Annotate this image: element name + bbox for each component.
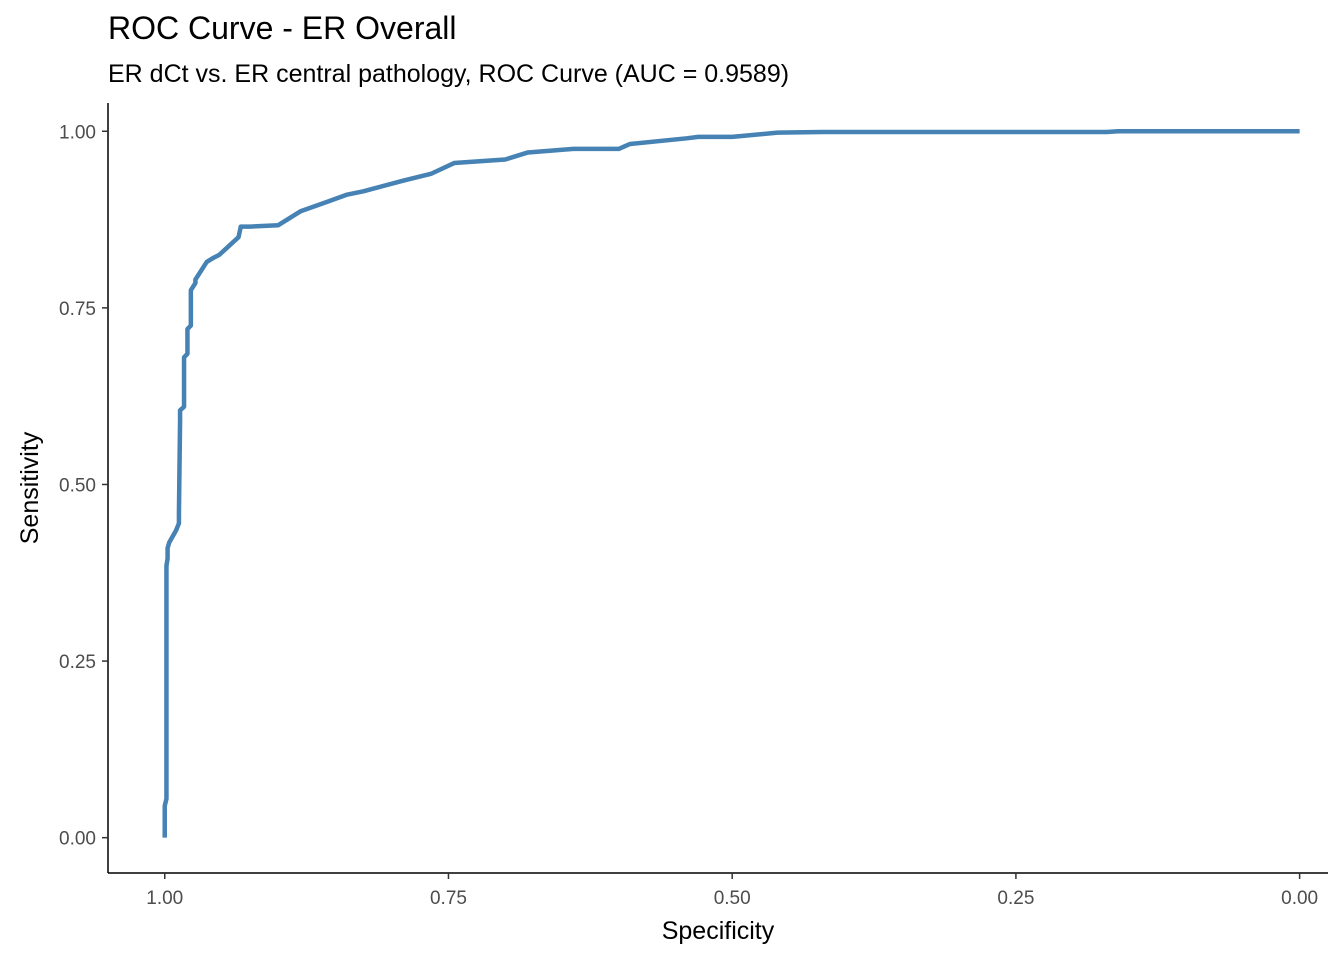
- x-tick-label: 0.50: [714, 888, 751, 909]
- x-axis-ticks: 1.00 0.75 0.50 0.25 0.00: [146, 873, 1318, 909]
- x-tick-label: 1.00: [146, 888, 183, 909]
- y-tick-label: 0.25: [59, 652, 96, 673]
- plot-marks: [162, 129, 1300, 838]
- x-tick-label: 0.75: [430, 888, 467, 909]
- y-tick-label: 0.50: [59, 475, 96, 496]
- x-tick-label: 0.00: [1281, 888, 1318, 909]
- chart-subtitle: ER dCt vs. ER central pathology, ROC Cur…: [108, 60, 790, 88]
- y-axis-ticks: 0.00 0.25 0.50 0.75 1.00: [59, 122, 108, 850]
- y-axis-title: Sensitivity: [16, 431, 44, 544]
- y-tick-label: 0.00: [59, 829, 96, 850]
- y-tick-label: 0.75: [59, 299, 96, 320]
- chart-title: ROC Curve - ER Overall: [108, 10, 457, 46]
- roc-curve-line: [162, 129, 1300, 838]
- y-tick-label: 1.00: [59, 122, 96, 143]
- x-tick-label: 0.25: [997, 888, 1034, 909]
- x-axis-title: Specificity: [662, 917, 775, 945]
